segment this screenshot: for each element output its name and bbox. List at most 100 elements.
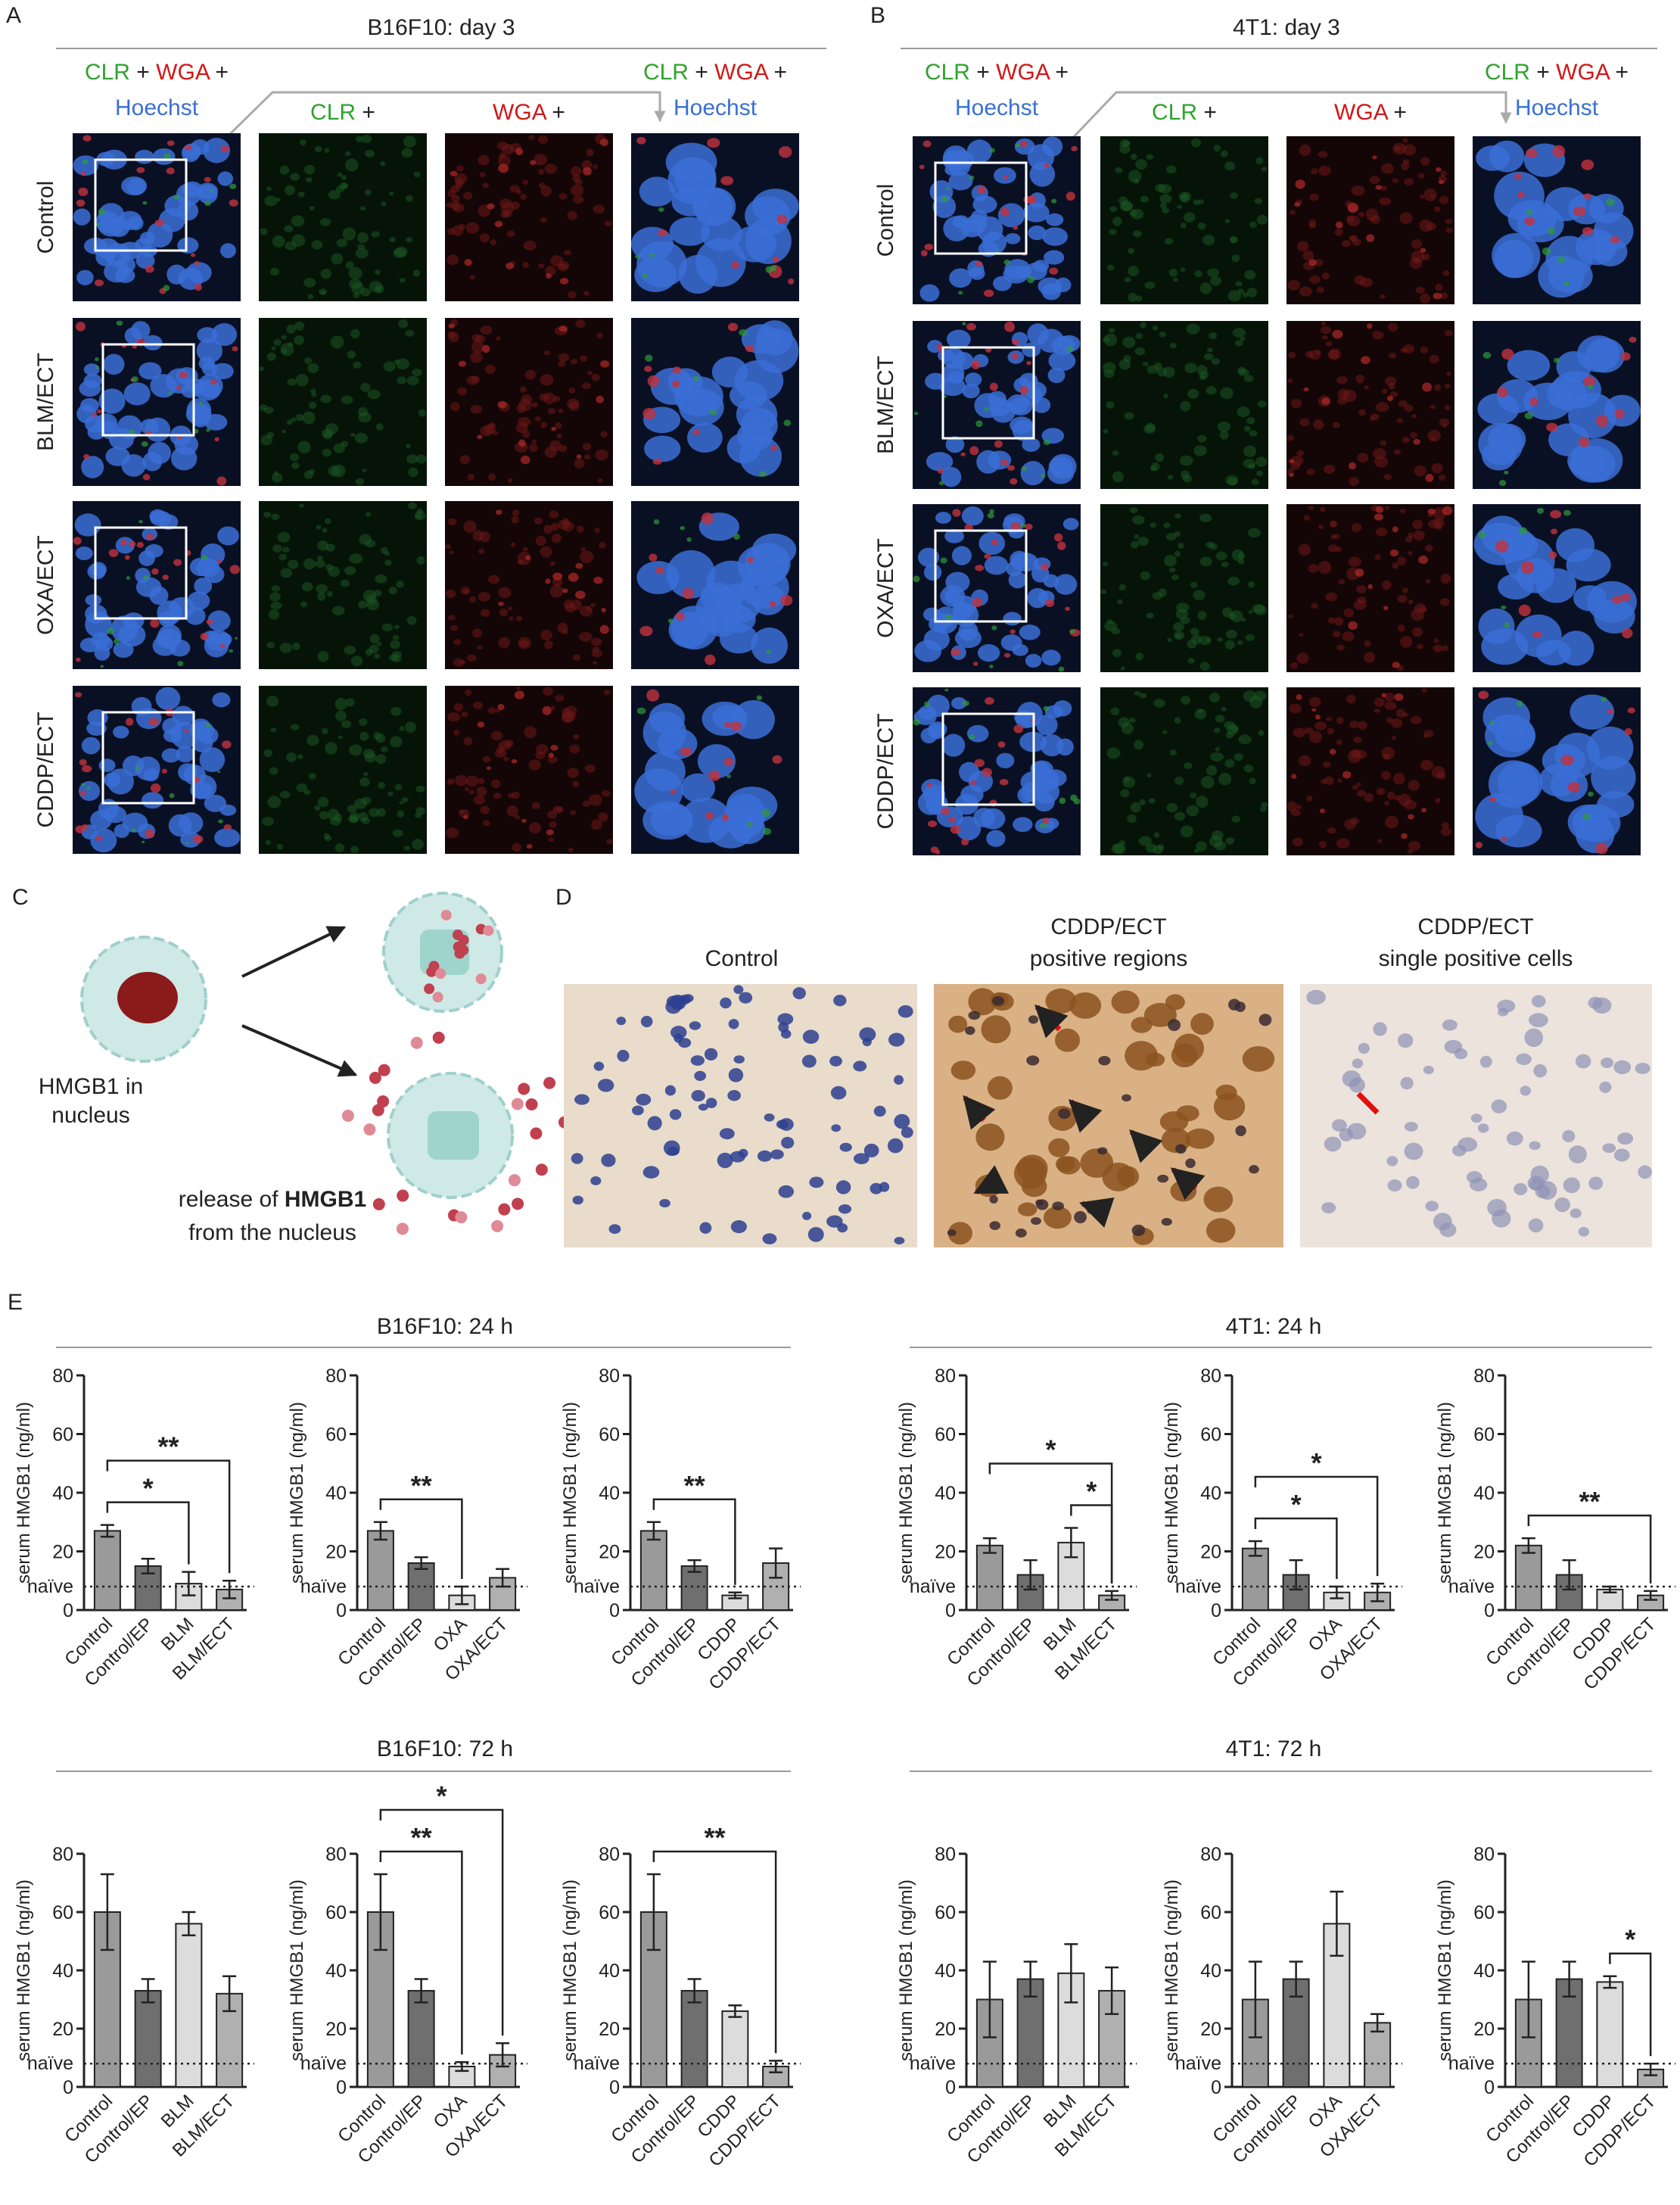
cell — [136, 167, 145, 173]
column-header: CLR + — [310, 100, 375, 125]
cell — [501, 144, 515, 155]
cell — [733, 1055, 745, 1064]
cell — [190, 253, 196, 257]
cell — [1043, 1206, 1072, 1229]
micrograph — [445, 318, 613, 486]
cell — [1440, 170, 1448, 177]
cell — [103, 353, 125, 375]
micrograph — [73, 318, 241, 486]
cell — [600, 139, 608, 147]
image-title: CDDP/ECT — [1417, 914, 1533, 939]
cell — [266, 186, 272, 192]
cell — [1207, 268, 1220, 278]
cell — [1372, 331, 1384, 340]
header-part: + — [1056, 60, 1069, 85]
cell — [367, 389, 381, 400]
cell — [1227, 576, 1240, 586]
cell — [636, 1093, 652, 1106]
cell — [308, 773, 317, 780]
cell — [1179, 455, 1193, 466]
cell — [550, 255, 564, 267]
y-tick-label: 20 — [1473, 1542, 1495, 1563]
cell — [394, 783, 403, 791]
cell — [776, 214, 788, 224]
cell — [1374, 554, 1381, 561]
cell — [940, 557, 947, 564]
cell — [537, 135, 549, 144]
cell — [1167, 637, 1172, 643]
cell — [152, 635, 178, 656]
cell — [1567, 782, 1581, 793]
cell — [745, 344, 754, 353]
cell — [446, 712, 461, 722]
cell — [497, 704, 505, 711]
cell — [290, 724, 300, 730]
cell — [399, 801, 404, 805]
cell — [1048, 1138, 1070, 1157]
cell — [772, 256, 779, 263]
cell — [375, 269, 381, 276]
cell — [284, 225, 294, 233]
cell — [1139, 799, 1146, 805]
cell — [547, 755, 558, 764]
cell — [1286, 801, 1298, 812]
cell — [349, 553, 363, 564]
cell — [445, 543, 451, 550]
cell — [888, 1032, 905, 1047]
cell — [143, 335, 163, 350]
column-header: Hoechst — [115, 95, 199, 120]
cell — [1428, 519, 1441, 529]
cell — [204, 634, 229, 658]
cell — [524, 369, 537, 380]
cell — [950, 825, 961, 834]
cell — [95, 365, 99, 369]
cell — [1153, 832, 1160, 838]
cell — [1174, 717, 1181, 724]
cell — [116, 320, 123, 326]
cell — [1431, 765, 1445, 779]
cell — [919, 164, 925, 170]
cell — [82, 159, 89, 165]
cell — [1206, 347, 1213, 353]
cell — [1308, 505, 1314, 510]
cell — [680, 797, 732, 843]
cell — [1097, 1147, 1108, 1155]
bar — [680, 1989, 708, 2088]
cell — [1339, 1128, 1354, 1141]
cell — [585, 606, 592, 612]
cell — [1337, 778, 1342, 783]
cell — [913, 718, 920, 726]
cell — [722, 814, 730, 821]
bar — [134, 1989, 162, 2088]
cell — [669, 1109, 682, 1120]
cell — [220, 145, 229, 153]
cell — [138, 519, 143, 524]
cell — [453, 639, 462, 646]
cell — [1322, 272, 1330, 280]
cell — [357, 232, 369, 244]
cell — [484, 364, 496, 375]
cell — [150, 783, 161, 793]
cell — [495, 709, 500, 713]
cell — [1054, 574, 1078, 595]
cell — [1391, 718, 1403, 728]
cell — [198, 185, 218, 204]
cell — [1314, 715, 1321, 720]
cell — [1582, 227, 1594, 235]
cell — [1411, 414, 1417, 419]
cell — [266, 696, 279, 707]
cell — [1139, 693, 1146, 699]
micrograph — [259, 501, 427, 669]
cell — [1377, 839, 1383, 843]
cell — [1352, 784, 1359, 790]
cell — [289, 453, 300, 462]
cell — [520, 455, 530, 465]
cell — [601, 1154, 616, 1167]
header-part: Hoechst — [115, 95, 199, 120]
cell — [736, 396, 778, 434]
cell — [403, 846, 410, 851]
cell — [1602, 1143, 1616, 1153]
cell — [576, 525, 584, 533]
cell — [534, 416, 542, 422]
cell — [1575, 814, 1615, 853]
